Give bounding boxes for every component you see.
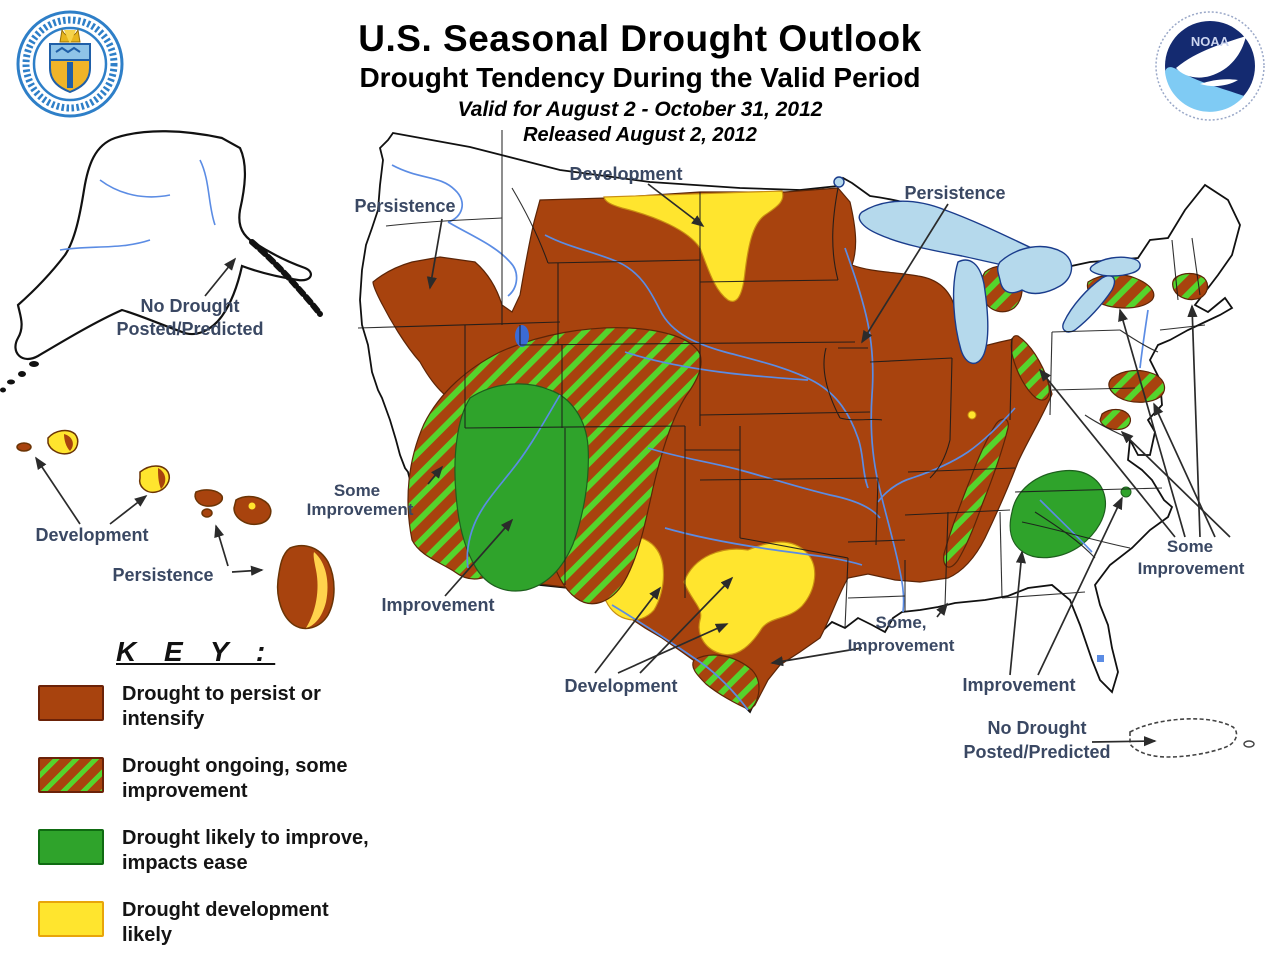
label-alaska-no-drought-line1: No Drought <box>141 296 240 316</box>
label-texas-some-line1: Some, <box>875 613 926 632</box>
aleutian-islands <box>0 361 39 393</box>
arrow-puerto-rico-no-drought <box>1091 736 1157 747</box>
label-hawaii-development: Development <box>35 525 148 545</box>
arrow-georgia-improvement-1 <box>1009 550 1027 676</box>
arrow-hawaii-development-1 <box>35 456 81 525</box>
label-northeast-some-line2: Improvement <box>1138 559 1245 578</box>
hawaii-island-big-island-crescent <box>306 552 328 628</box>
hawaii-island-kauai <box>47 429 79 455</box>
label-hawaii-persistence: Persistence <box>112 565 213 585</box>
hawaii-island-niihau <box>16 442 32 452</box>
page-title: U.S. Seasonal Drought Outlook <box>358 18 922 59</box>
alaska-rivers <box>59 159 216 251</box>
arrow-northeast-some-3 <box>1153 402 1216 538</box>
label-texas-some-line2: Improvement <box>848 636 955 655</box>
title-block: U.S. Seasonal Drought Outlook Drought Te… <box>150 18 1130 147</box>
legend-item-develop: Drought development likely <box>38 898 438 948</box>
arrow-texas-development-2 <box>617 623 729 674</box>
legend-heading: K E Y : <box>116 636 276 667</box>
arrow-northeast-some-5 <box>1038 368 1176 538</box>
hawaii-island-maui-spot <box>248 502 256 510</box>
region-ongoing-kentucky-tennessee <box>943 418 1009 568</box>
legend-label-improve: Drought likely to improve, impacts ease <box>122 827 369 874</box>
arrow-hawaii-persistence-1 <box>214 524 229 567</box>
alaska-outline <box>14 130 312 361</box>
lake-of-the-woods <box>833 176 845 188</box>
hawaii-island-maui <box>233 495 272 526</box>
arrow-hawaii-development-2 <box>109 494 148 525</box>
region-ongoing-new-jersey <box>1108 369 1166 403</box>
label-persistence-nw: Persistence <box>354 196 455 216</box>
puerto-rico-outline <box>1129 718 1238 758</box>
arrow-hawaii-persistence-2 <box>231 565 264 576</box>
arrow-northeast-some-1 <box>1118 308 1186 538</box>
legend-item-ongoing: Drought ongoing, some improvement <box>38 754 438 804</box>
page-subtitle: Drought Tendency During the Valid Period <box>359 62 921 93</box>
arrow-persistence-midwest <box>861 203 949 344</box>
label-persistence-midwest: Persistence <box>904 183 1005 203</box>
callout-arrows <box>35 183 1231 747</box>
puerto-rico-inset <box>1129 718 1255 758</box>
state-borders <box>357 130 1206 629</box>
arrow-persistence-nw <box>426 218 443 290</box>
legend-swatch-develop <box>38 901 104 937</box>
arrow-texas-development-1 <box>594 586 662 674</box>
label-georgia-improvement: Improvement <box>962 675 1075 695</box>
region-development-indiana-dot <box>967 410 977 420</box>
arrow-california-some-improvement <box>427 465 444 485</box>
arrow-development-north <box>647 183 705 228</box>
legend-label-develop: Drought development likely <box>122 899 329 946</box>
arrow-alaska-no-drought <box>204 257 237 297</box>
legend-swatch-persist <box>38 685 104 721</box>
legend: K E Y : Drought to persist or intensify … <box>38 636 438 957</box>
arrow-northeast-some-4 <box>1120 430 1231 538</box>
puerto-rico-islet <box>1243 740 1255 748</box>
lake-ontario <box>1089 256 1141 277</box>
label-california-some-line1: Some <box>334 481 380 500</box>
label-northeast-some-line1: Some <box>1167 537 1213 556</box>
label-alaska-no-drought-line2: Posted/Predicted <box>116 319 263 339</box>
region-development-north-dakota <box>603 190 784 302</box>
region-ongoing-new-england <box>1172 272 1209 301</box>
arrow-arizona-improvement <box>444 518 514 597</box>
hawaii-island-lanai <box>201 508 213 518</box>
arrow-louisiana-some-improvement <box>936 602 949 618</box>
released-date-text: Released August 2, 2012 <box>523 124 757 146</box>
dept-of-commerce-seal-icon <box>14 8 126 125</box>
alaska-panhandle <box>249 239 323 317</box>
great-lakes <box>833 176 1141 364</box>
hawaii-inset <box>16 429 335 630</box>
legend-item-persist: Drought to persist or intensify <box>38 682 438 732</box>
arrow-texas-some-improvement <box>770 647 863 667</box>
legend-label-ongoing: Drought ongoing, some improvement <box>122 755 348 802</box>
label-puerto-rico-no-drought-line1: No Drought <box>988 718 1087 738</box>
region-improve-arizona <box>454 383 589 592</box>
hawaii-island-oahu-core <box>158 468 166 489</box>
label-arizona-improvement: Improvement <box>381 595 494 615</box>
hawaii-island-kauai-core <box>64 434 73 451</box>
arrow-georgia-improvement-2 <box>1037 496 1123 676</box>
noaa-acronym-text: NOAA <box>1191 34 1230 49</box>
great-salt-lake <box>515 325 529 347</box>
alaska-inset <box>0 130 323 393</box>
label-california-some-line2: Improvement <box>307 500 414 519</box>
label-puerto-rico-no-drought-line2: Posted/Predicted <box>963 742 1110 762</box>
legend-label-persist: Drought to persist or intensify <box>122 683 321 730</box>
hawaii-island-molokai <box>194 489 224 507</box>
lake-huron <box>997 245 1073 295</box>
lake-michigan <box>952 259 989 364</box>
legend-swatch-improve <box>38 829 104 865</box>
label-texas-development: Development <box>564 676 677 696</box>
legend-item-improve: Drought likely to improve, impacts ease <box>38 826 438 876</box>
noaa-logo-icon: NOAA <box>1152 8 1268 129</box>
label-development-north: Development <box>569 164 682 184</box>
arrow-texas-development-3 <box>639 576 734 674</box>
legend-swatch-ongoing <box>38 757 104 793</box>
arrow-northeast-some-2 <box>1187 304 1201 538</box>
valid-period-text: Valid for August 2 - October 31, 2012 <box>457 98 823 121</box>
